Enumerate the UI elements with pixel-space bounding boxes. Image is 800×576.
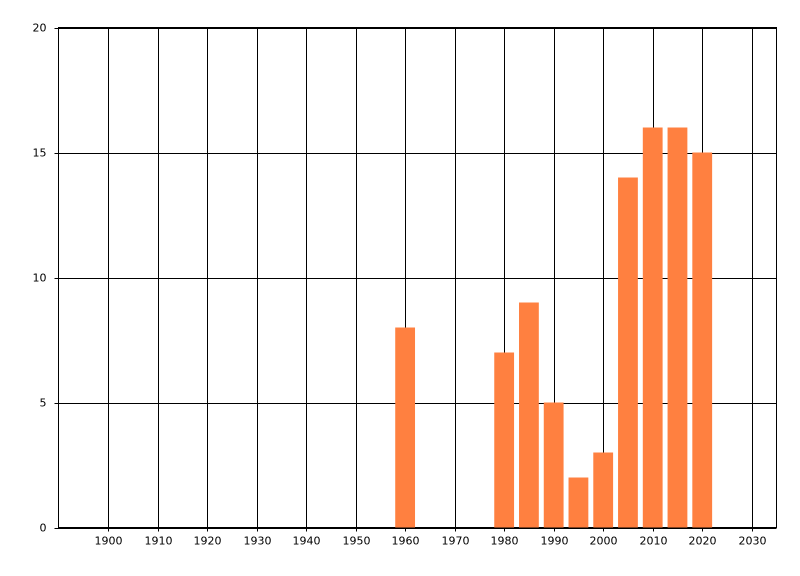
bar bbox=[395, 327, 416, 528]
x-tick-label: 1910 bbox=[145, 535, 173, 548]
bar bbox=[568, 477, 589, 528]
x-tick-label: 1920 bbox=[194, 535, 222, 548]
x-tick-label: 1980 bbox=[491, 535, 519, 548]
x-tick-label: 1990 bbox=[541, 535, 569, 548]
bar bbox=[519, 302, 539, 528]
y-tick-label: 20 bbox=[33, 22, 47, 35]
plot-frame bbox=[58, 27, 777, 528]
x-tick-label: 1930 bbox=[244, 535, 272, 548]
x-tick-label: 1950 bbox=[343, 535, 371, 548]
x-tick-label: 2010 bbox=[640, 535, 668, 548]
bar bbox=[642, 127, 663, 528]
y-tick-label: 0 bbox=[40, 522, 47, 535]
y-tick-label: 10 bbox=[33, 272, 47, 285]
x-tick-label: 1900 bbox=[95, 535, 123, 548]
x-tick-label: 1960 bbox=[392, 535, 420, 548]
bar bbox=[667, 127, 688, 528]
bar bbox=[618, 177, 638, 528]
bar bbox=[692, 152, 713, 528]
x-tick-label: 1970 bbox=[442, 535, 470, 548]
bar bbox=[494, 352, 515, 528]
x-tick-label: 2000 bbox=[590, 535, 618, 548]
y-tick-label: 15 bbox=[33, 147, 47, 160]
x-tick-label: 2020 bbox=[689, 535, 717, 548]
y-tick-label: 5 bbox=[40, 397, 47, 410]
x-tick-label: 1940 bbox=[293, 535, 321, 548]
bar bbox=[593, 452, 614, 528]
x-tick-label: 2030 bbox=[739, 535, 767, 548]
bar bbox=[543, 402, 564, 528]
